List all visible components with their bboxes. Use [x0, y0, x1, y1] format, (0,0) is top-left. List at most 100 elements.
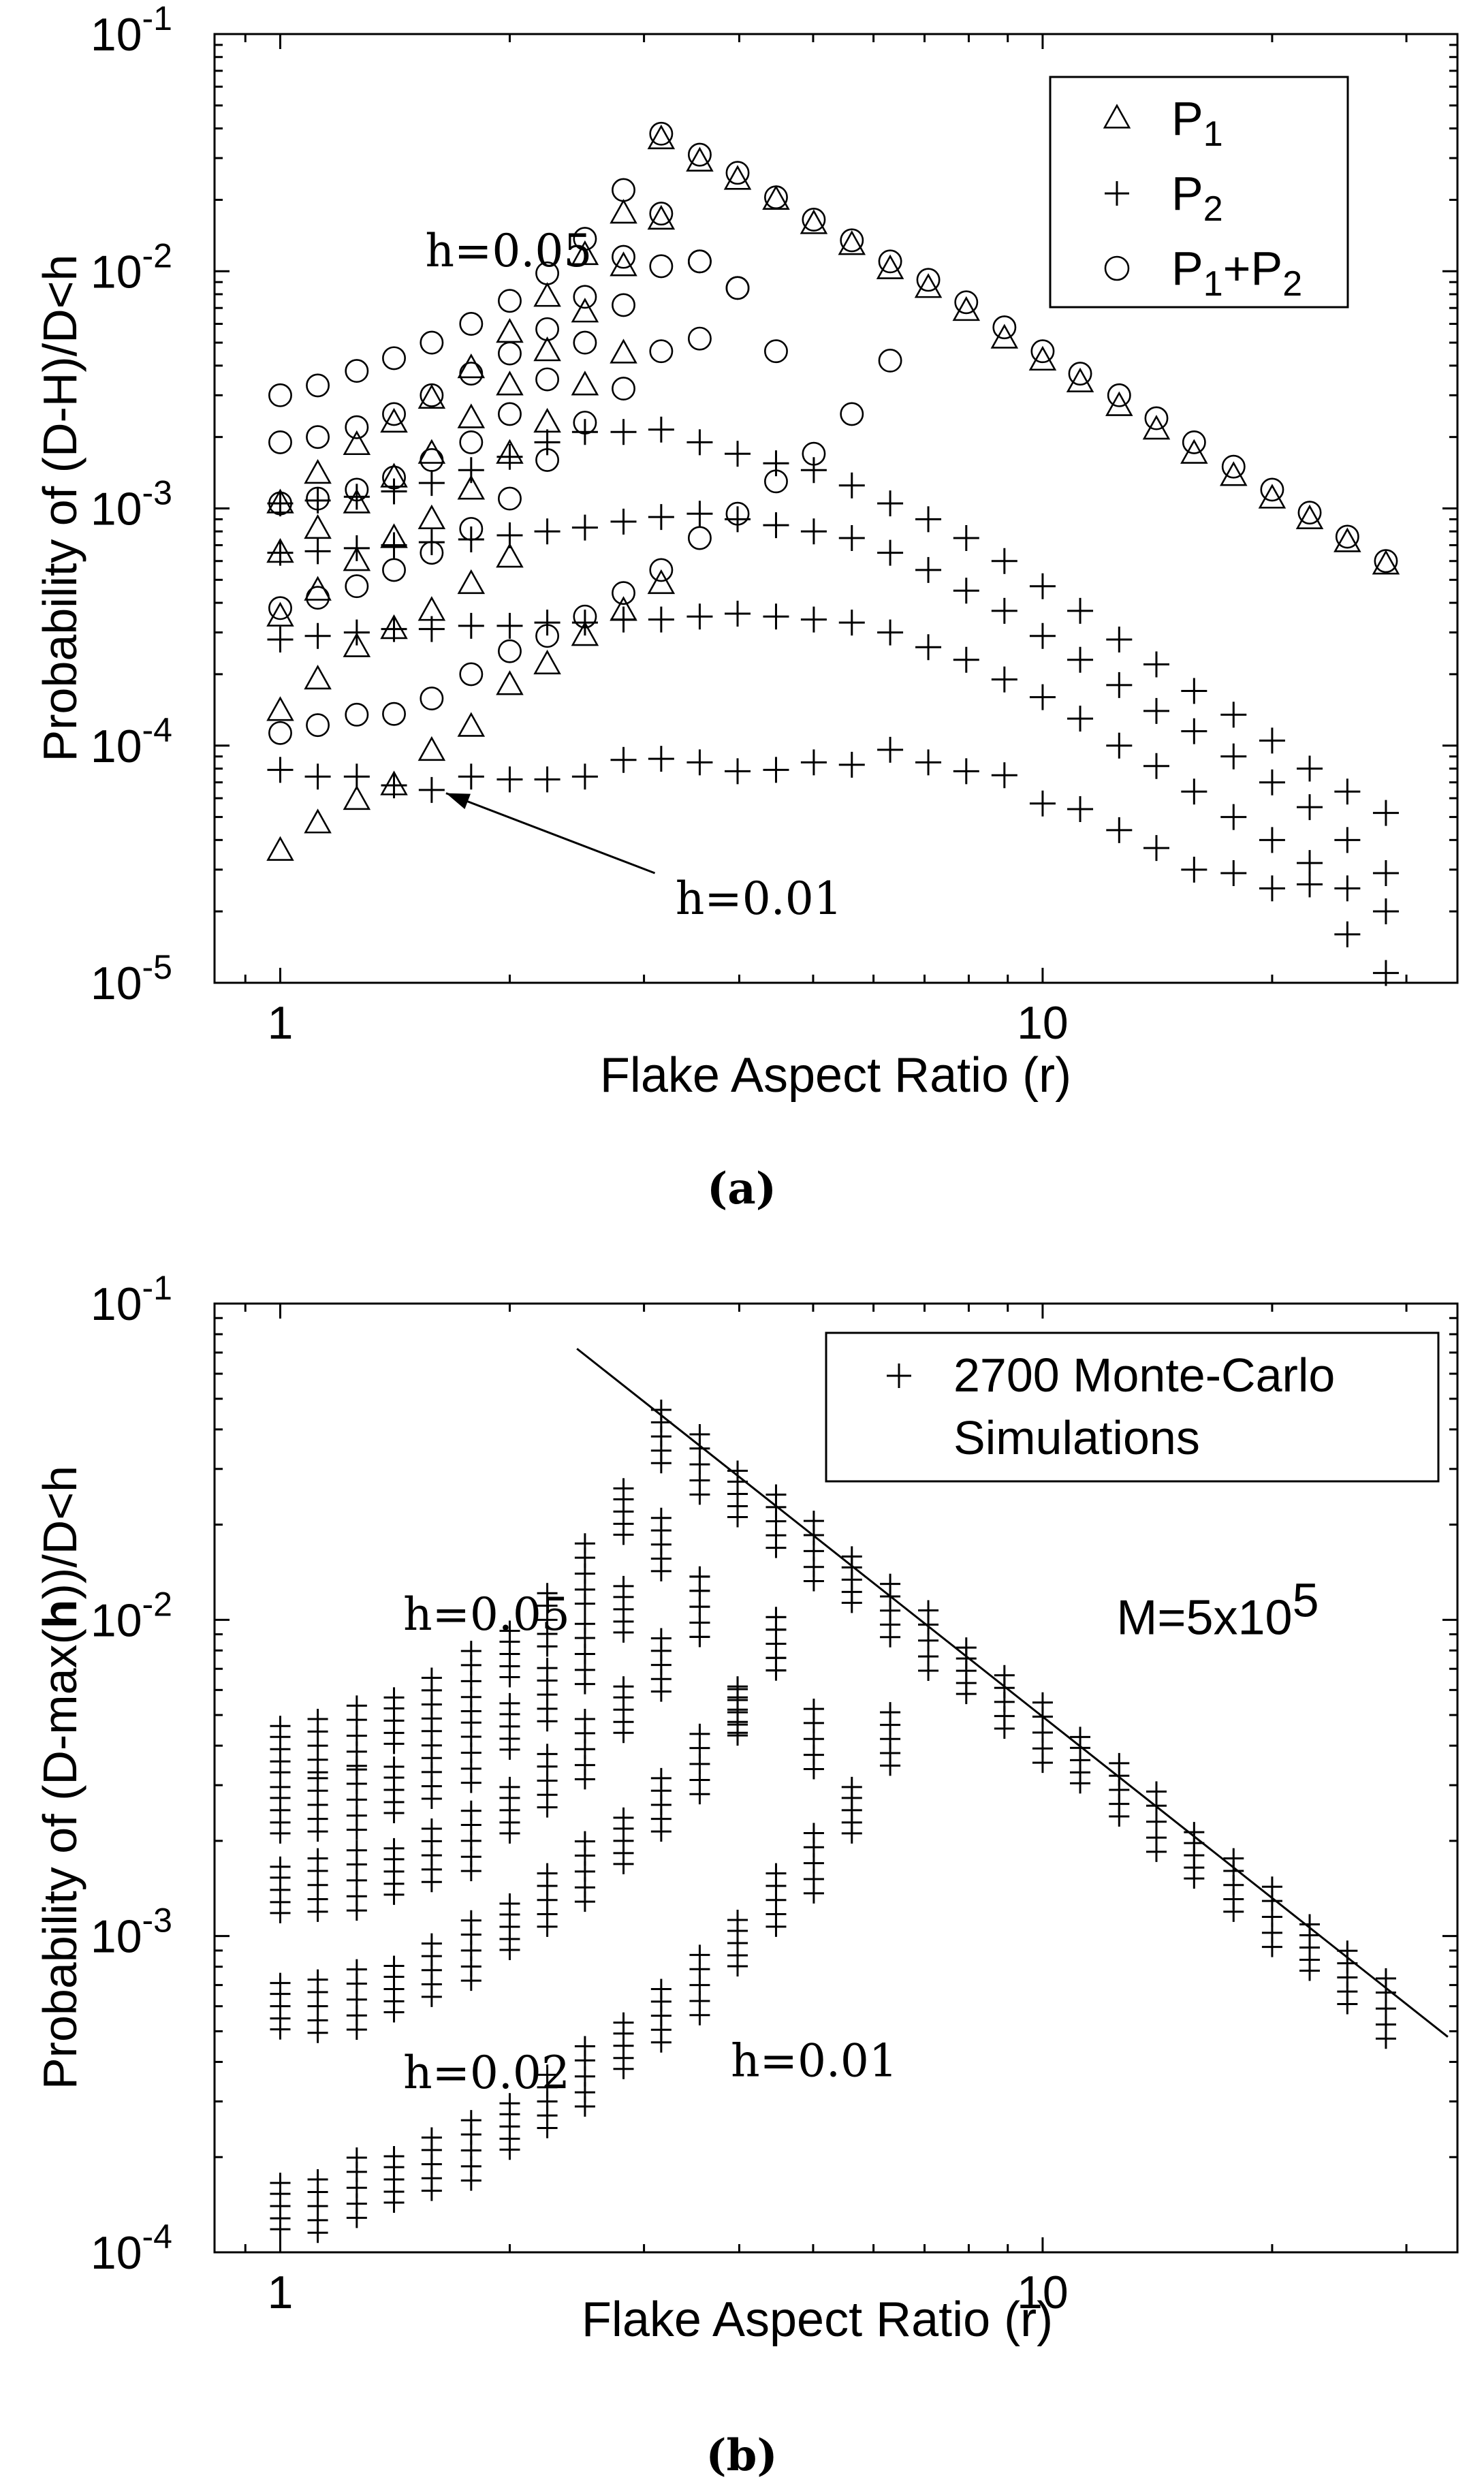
data-point-plus [537, 1583, 558, 1604]
data-point-cluster [499, 1692, 520, 1760]
data-point-plus [725, 441, 751, 467]
data-point-plus [421, 1986, 442, 2007]
data-point-triangle [533, 336, 561, 362]
data-point-triangle [343, 488, 371, 514]
data-point-plus [1106, 627, 1133, 653]
data-point-plus [270, 1972, 291, 1993]
data-point-plus [727, 1679, 748, 1700]
data-point-cluster [1261, 1876, 1282, 1957]
data-point-cluster [270, 1776, 291, 1844]
data-point-plus [1334, 827, 1361, 853]
data-point-plus [1106, 817, 1133, 843]
data-point-plus [1143, 697, 1169, 724]
data-point-circle [725, 276, 750, 300]
data-point-cluster [537, 1744, 558, 1818]
y-tick-label: 10-1 [91, 1269, 172, 1330]
data-point-plus [460, 1641, 481, 1662]
data-point-cluster [421, 2127, 442, 2201]
data-point-circle [573, 330, 597, 355]
data-point-plus [880, 1573, 901, 1594]
data-point-plus [499, 1620, 520, 1641]
data-point-plus [953, 525, 979, 552]
data-point-plus [918, 1660, 939, 1681]
data-point-plus [421, 1872, 442, 1893]
data-point-plus [383, 1733, 405, 1754]
panel-a: 10-1 10-2 10-3 10-4 10-5 1 10 Flake Aspect Ra… [33, 0, 1459, 1214]
data-point-plus [1259, 827, 1285, 853]
data-point-plus [686, 603, 713, 630]
data-point-plus [307, 1969, 328, 1990]
data-point-plus [1337, 1940, 1358, 1961]
data-point-plus [270, 2219, 291, 2240]
plot-a-xlabel: Flake Aspect Ratio (r) [600, 1048, 1071, 1103]
data-point-triangle [457, 712, 486, 737]
legend-plus-marker [887, 1364, 911, 1388]
data-point-cluster [689, 1566, 710, 1648]
data-point-plus [574, 1613, 595, 1635]
data-point-plus [1143, 835, 1169, 862]
data-point-triangle [571, 371, 599, 396]
data-point-triangle [1028, 345, 1057, 371]
data-point-cluster [460, 1641, 481, 1722]
data-point-plus [383, 1838, 405, 1859]
y-tick-label: 10-3 [91, 1902, 172, 1963]
data-point-circle [612, 581, 635, 605]
data-point-plus [841, 1776, 862, 1797]
data-point-plus [574, 1709, 595, 1730]
data-point-triangle [457, 569, 486, 595]
data-point-circle [878, 249, 902, 274]
data-point-plus [650, 1453, 672, 1474]
data-point-plus [877, 490, 904, 517]
data-point-cluster [421, 1818, 442, 1893]
data-point-circle [725, 501, 750, 526]
data-point-plus [1261, 1876, 1282, 1897]
data-point-plus [803, 1511, 824, 1532]
data-point-plus [1067, 646, 1094, 673]
data-point-plus [838, 472, 865, 499]
data-point-plus [991, 666, 1017, 693]
data-point-plus [381, 532, 407, 558]
data-point-circle [268, 596, 292, 620]
data-point-cluster [650, 1767, 672, 1842]
data-point-cluster [880, 1702, 901, 1776]
data-point-plus [994, 1718, 1015, 1739]
data-point-triangle [457, 475, 486, 500]
series-p2 [267, 416, 1399, 826]
data-point-circle [498, 486, 522, 511]
series-p2 [267, 736, 1399, 986]
data-point-plus [994, 1665, 1015, 1686]
data-point-plus [1181, 678, 1207, 704]
data-point-cluster [460, 1910, 481, 1991]
data-point-cluster [574, 1533, 595, 1614]
plot-a-ticks [215, 33, 1457, 984]
data-point-triangle [417, 736, 446, 761]
data-point-circle [687, 249, 712, 274]
data-point-triangle [266, 836, 294, 861]
data-point-circle [573, 285, 597, 309]
data-point-cluster [1299, 1914, 1321, 1981]
data-point-plus [613, 2058, 634, 2079]
data-point-triangle [380, 614, 408, 640]
data-point-cluster [499, 1893, 520, 1961]
caption-b: (b) [706, 2430, 777, 2481]
data-point-plus [613, 1622, 634, 1643]
data-point-plus [1184, 1822, 1205, 1843]
data-point-plus [953, 758, 979, 785]
data-point-plus [270, 1856, 291, 1877]
data-point-cluster [841, 1776, 862, 1844]
data-point-circle [649, 202, 674, 226]
data-point-plus [650, 1821, 672, 1842]
data-point-circle [802, 208, 826, 232]
data-point-cluster [994, 1665, 1015, 1739]
data-point-circle [916, 268, 941, 292]
data-point-cluster [460, 1800, 481, 1882]
legend-p1-label: P1 [1171, 92, 1223, 154]
data-point-plus [648, 504, 674, 531]
data-point-circle [306, 425, 330, 450]
data-point-circle [459, 362, 484, 386]
data-point-plus [763, 757, 789, 783]
plot-a-annotations: h=0.05 h=0.01 [426, 225, 842, 925]
data-point-plus [307, 2169, 328, 2190]
data-point-plus [267, 757, 294, 783]
data-point-cluster [574, 1709, 595, 1790]
